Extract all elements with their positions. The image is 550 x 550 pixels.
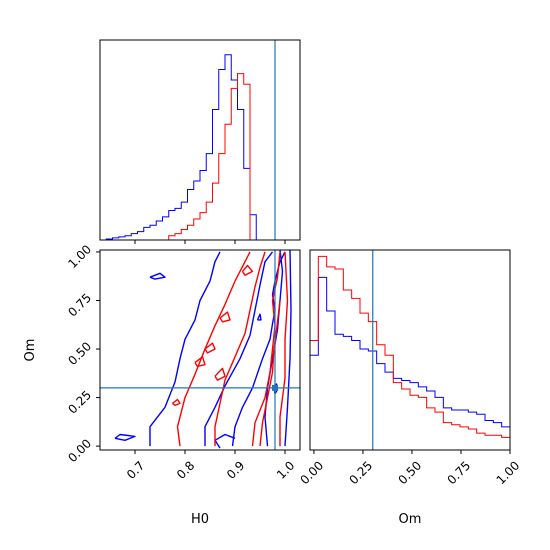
contour-series-0-path-7	[284, 250, 292, 447]
h0-xtick-label: 1.0	[274, 458, 297, 481]
contour-series-0-path-8	[256, 313, 262, 321]
contour-series-0-path-6	[231, 251, 286, 447]
contour-series-1-path-3	[251, 251, 281, 447]
om-ytick-label: 0.75	[65, 291, 94, 320]
contour-series-1-path-2	[279, 251, 289, 447]
om-ytick-label: 0.00	[65, 436, 94, 465]
contour-lines	[114, 250, 292, 449]
contour-series-1-path-4	[259, 300, 281, 447]
contour-series-1-path-6	[194, 356, 206, 368]
h0-xtick-label: 0.7	[124, 458, 147, 481]
h0-hist-series-1	[100, 73, 263, 241]
om-hist-series-1	[309, 255, 511, 450]
contour-series-1-path-0	[176, 251, 251, 447]
contour-truth-marker	[272, 384, 278, 391]
h0-hist-frame	[99, 39, 301, 241]
contour-series-1-path-7	[214, 367, 226, 381]
h0-histogram-panel	[99, 39, 301, 244]
contour-series-1-path-5	[204, 342, 216, 354]
contour-series-0-path-0	[114, 433, 136, 441]
om-xtick-label: 1.00	[494, 458, 523, 487]
om-y-axis-label: Om	[23, 339, 38, 362]
om-ytick-label: 0.50	[65, 339, 94, 368]
h0-om-contour-panel: 0.7 0.8 0.9 1.0 0.00 0.25 0.50 0.75 1.00 H0 Om	[23, 242, 301, 527]
h0-xtick-label: 0.9	[224, 458, 247, 481]
om-hist-frame	[309, 249, 511, 451]
om-xtick-label: 0.75	[445, 458, 474, 487]
contour-series-1-path-1	[214, 251, 266, 447]
contour-series-0-path-3	[204, 251, 274, 447]
contour-series-0-path-1	[149, 251, 221, 447]
contour-series-0-path-4	[214, 433, 236, 449]
contour-series-0-path-2	[149, 272, 166, 280]
h0-x-axis-label: H0	[191, 512, 209, 527]
om-histogram-panel: 0.00 0.25 0.50 0.75 1.00 Om	[297, 249, 523, 527]
om-x-axis-label: Om	[399, 512, 422, 527]
contour-series-1-path-8	[172, 398, 181, 406]
om-hist-series-0	[309, 276, 511, 450]
om-xtick-label: 0.00	[297, 458, 326, 487]
h0-hist-series-0	[100, 54, 263, 241]
om-ytick-label: 1.00	[65, 242, 94, 271]
h0-xtick-label: 0.8	[174, 458, 197, 481]
contour-series-1-path-9	[241, 264, 254, 276]
om-xtick-label: 0.50	[396, 458, 425, 487]
contour-series-1-path-10	[219, 311, 231, 323]
contour-frame	[99, 249, 301, 451]
om-xtick-label: 0.25	[346, 458, 375, 487]
om-ytick-label: 0.25	[65, 388, 94, 417]
